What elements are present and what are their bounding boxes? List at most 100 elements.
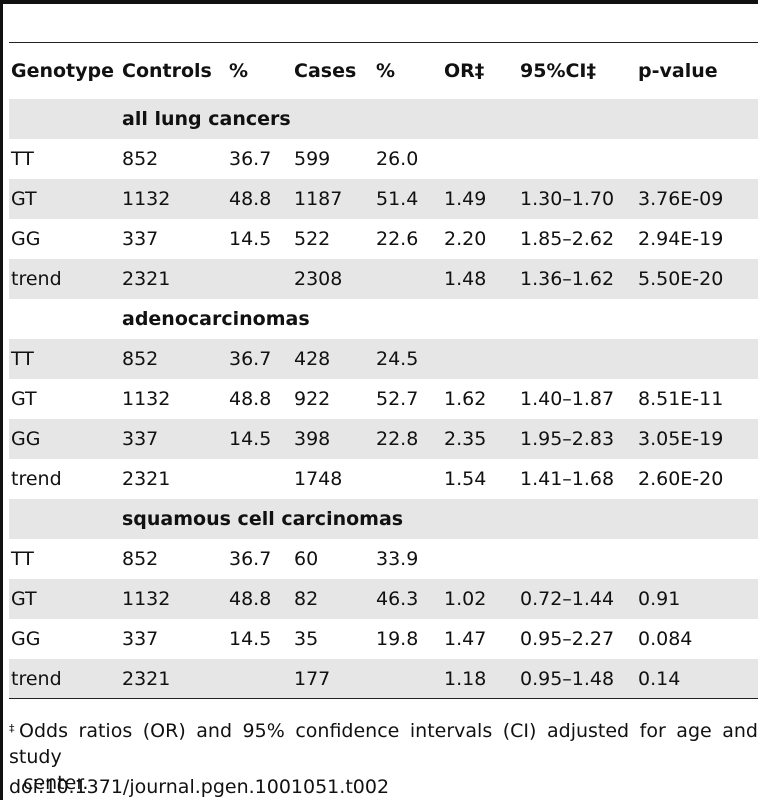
table-row: trend 2321 177 1.18 0.95–1.48 0.14	[9, 659, 758, 699]
footnote: ‡Odds ratios (OR) and 95% confidence int…	[9, 718, 758, 796]
cell-p-value: 3.76E-09	[636, 179, 758, 219]
header-row: Genotype Controls % Cases % OR‡ 95%CI‡ p…	[9, 43, 758, 99]
cell-controls-percent	[227, 259, 292, 299]
cell-cases-percent	[374, 659, 442, 699]
cell-cases-percent: 24.5	[374, 339, 442, 379]
table-row: GT 1132 48.8 82 46.3 1.02 0.72–1.44 0.91	[9, 579, 758, 619]
table-row: GG 337 14.5 35 19.8 1.47 0.95–2.27 0.084	[9, 619, 758, 659]
section-title: squamous cell carcinomas	[120, 499, 758, 539]
header-top-rule	[9, 42, 758, 43]
cell-ci	[518, 139, 636, 179]
cell-cases: 1748	[294, 468, 343, 490]
cell-cases: 177	[292, 659, 374, 699]
cell-cases-percent: 52.7	[376, 388, 419, 410]
cell-controls-percent: 36.7	[229, 548, 272, 570]
cell-ci	[518, 339, 636, 379]
cell-controls: 337	[120, 419, 227, 459]
table-row: trend 2321 1748 1.54 1.41–1.68 2.60E-20	[9, 459, 758, 499]
footnote-line-2: center.	[23, 772, 89, 794]
cell-p-value: 5.50E-20	[636, 259, 758, 299]
cell-genotype: trend	[11, 468, 62, 490]
section-spacer-cell	[9, 499, 120, 539]
cell-p-value: 2.94E-19	[638, 228, 724, 250]
cell-ci: 1.40–1.87	[520, 388, 615, 410]
table-row: TT 852 36.7 60 33.9	[9, 539, 758, 579]
cell-p-value	[636, 139, 758, 179]
cell-cases: 522	[294, 228, 331, 250]
header-controls: Controls	[122, 60, 212, 82]
cell-genotype: GT	[9, 579, 120, 619]
cell-cases-percent: 51.4	[374, 179, 442, 219]
left-border	[0, 0, 3, 800]
cell-or: 1.47	[444, 628, 487, 650]
cell-controls: 2321	[120, 659, 227, 699]
cell-controls-percent	[227, 459, 292, 499]
cell-cases: 82	[292, 579, 374, 619]
cell-controls: 852	[122, 148, 159, 170]
header-or: OR‡	[444, 60, 485, 82]
cell-controls: 852	[120, 339, 227, 379]
cell-controls: 337	[122, 628, 159, 650]
cell-or	[442, 139, 518, 179]
cell-genotype: GG	[9, 419, 120, 459]
cell-or: 1.02	[442, 579, 518, 619]
cell-controls-percent	[227, 659, 292, 699]
cell-cases-percent: 46.3	[374, 579, 442, 619]
header-genotype: Genotype	[11, 60, 115, 82]
cell-or: 1.18	[442, 659, 518, 699]
cell-or: 1.62	[444, 388, 487, 410]
cell-p-value: 2.60E-20	[638, 468, 724, 490]
section-row: adenocarcinomas	[9, 299, 758, 339]
cell-controls-percent: 36.7	[227, 339, 292, 379]
cell-p-value: 0.91	[636, 579, 758, 619]
footnote-marker: ‡	[9, 722, 19, 735]
cell-cases-percent: 26.0	[376, 148, 419, 170]
cell-ci: 1.36–1.62	[518, 259, 636, 299]
doi-link[interactable]: doi:10.1371/journal.pgen.1001051.t002	[9, 776, 390, 798]
cell-genotype: TT	[9, 339, 120, 379]
table-row: GT 1132 48.8 922 52.7 1.62 1.40–1.87 8.51E-11	[9, 379, 758, 419]
cell-or: 1.48	[442, 259, 518, 299]
table-row: GG 337 14.5 398 22.8 2.35 1.95–2.83 3.05E-19	[9, 419, 758, 459]
table-bottom-rule	[9, 698, 758, 699]
cell-ci: 0.95–2.27	[520, 628, 615, 650]
cell-controls-percent: 48.8	[227, 579, 292, 619]
header-controls-percent: %	[229, 60, 249, 82]
cell-ci: 1.95–2.83	[518, 419, 636, 459]
cell-or: 1.49	[442, 179, 518, 219]
header-cases: Cases	[294, 60, 357, 82]
cell-cases-percent: 19.8	[376, 628, 419, 650]
cell-ci: 1.85–2.62	[520, 228, 615, 250]
cell-controls: 2321	[122, 468, 171, 490]
table-row: TT 852 36.7 428 24.5	[9, 339, 758, 379]
cell-genotype: trend	[9, 659, 120, 699]
cell-p-value	[636, 339, 758, 379]
cell-cases: 1187	[292, 179, 374, 219]
cell-controls: 2321	[120, 259, 227, 299]
cell-or: 2.35	[442, 419, 518, 459]
cell-ci: 1.41–1.68	[520, 468, 615, 490]
cell-controls-percent: 36.7	[229, 148, 272, 170]
cell-or	[442, 539, 518, 579]
cell-controls: 1132	[122, 388, 171, 410]
header-p-value: p-value	[638, 60, 718, 82]
cell-genotype: GG	[11, 628, 41, 650]
cell-p-value: 8.51E-11	[638, 388, 724, 410]
cell-cases: 599	[294, 148, 331, 170]
cell-cases-percent	[374, 259, 442, 299]
cell-cases-percent	[374, 459, 442, 499]
cell-ci: 0.72–1.44	[518, 579, 636, 619]
cell-genotype: trend	[9, 259, 120, 299]
cell-cases-percent: 22.6	[376, 228, 419, 250]
cell-controls: 1132	[120, 179, 227, 219]
cell-cases-percent: 22.8	[374, 419, 442, 459]
section-row: all lung cancers	[9, 99, 758, 139]
cell-cases-percent: 33.9	[376, 548, 419, 570]
genotype-table: Genotype Controls % Cases % OR‡ 95%CI‡ p…	[9, 43, 758, 699]
cell-controls: 852	[122, 548, 159, 570]
cell-controls-percent: 14.5	[229, 228, 272, 250]
cell-controls-percent: 14.5	[229, 628, 272, 650]
header-cases-percent: %	[376, 60, 396, 82]
table-row: GG 337 14.5 522 22.6 2.20 1.85–2.62 2.94E-19	[9, 219, 758, 259]
cell-genotype: TT	[11, 148, 34, 170]
